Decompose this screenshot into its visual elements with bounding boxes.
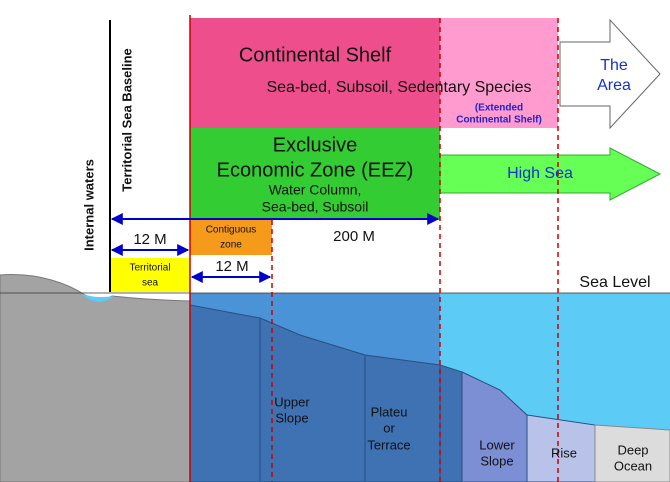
- seabed-label: Lower: [479, 437, 515, 452]
- seabed-label: or: [383, 420, 395, 435]
- contiguous-zone: zone: [220, 240, 242, 251]
- shelf-subtitle: Sea-bed, Subsoil, Sedentary Species: [266, 79, 531, 96]
- continental-shelf-box: [190, 18, 440, 128]
- seabed-label: Terrace: [367, 437, 410, 452]
- seabed-label: Slope: [480, 453, 513, 468]
- sea-level: Sea Level: [579, 274, 650, 291]
- extended-shelf: (Extended: [475, 103, 523, 114]
- seabed-label: Plateu: [371, 404, 408, 419]
- deep-ocean: [594, 424, 670, 482]
- eez-detail: Sea-bed, Subsoil: [262, 199, 369, 215]
- extended-shelf: Continental Shelf): [456, 115, 542, 126]
- internal-waters: Internal waters: [81, 159, 96, 251]
- distance-label: 200 M: [333, 228, 375, 245]
- seabed-label: Slope: [275, 410, 308, 425]
- seabed-label: Deep: [617, 442, 648, 457]
- high-sea: High Sea: [507, 165, 573, 182]
- territorial-sea: sea: [142, 278, 159, 289]
- high-sea-arrow: [439, 147, 662, 201]
- territorial-box: [110, 258, 190, 292]
- territorial-sea: Territorial: [129, 263, 170, 274]
- distance-label: 12 M: [133, 231, 166, 248]
- eez-box: [190, 128, 440, 220]
- seabed-label: Rise: [551, 445, 577, 460]
- eez-title: Exclusive: [273, 134, 357, 156]
- eez-title: Economic Zone (EEZ): [217, 159, 414, 181]
- land: [0, 274, 191, 482]
- contiguous-box: [190, 220, 272, 255]
- internal-water: [82, 294, 114, 302]
- contiguous-zone: Contiguous: [206, 225, 257, 236]
- the-area: The: [600, 57, 628, 74]
- shelf-title: Continental Shelf: [239, 44, 392, 66]
- baseline-label: Territorial Sea Baseline: [119, 48, 134, 192]
- rise: [526, 414, 596, 482]
- seabed-label: Upper: [274, 394, 310, 409]
- distance-label: 12 M: [215, 258, 248, 275]
- seabed-label: Ocean: [614, 458, 652, 473]
- extended-shelf-box: [440, 18, 558, 128]
- eez-detail: Water Column,: [269, 182, 362, 198]
- area-arrow: [559, 18, 661, 130]
- the-area: Area: [597, 77, 631, 94]
